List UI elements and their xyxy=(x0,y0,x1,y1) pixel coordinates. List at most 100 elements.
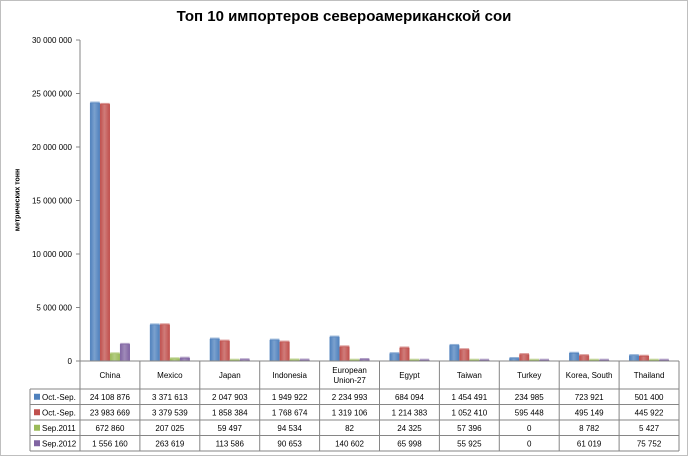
bar xyxy=(89,102,100,362)
data-label: 263 619 xyxy=(155,439,184,448)
x-tick-label: European Union-27 xyxy=(332,366,367,385)
data-label: 1 949 922 xyxy=(272,393,308,402)
bar-top xyxy=(359,357,370,360)
data-label: 1 319 106 xyxy=(332,408,368,417)
data-label: 1 214 383 xyxy=(392,408,428,417)
bar xyxy=(579,355,590,362)
bar-top xyxy=(150,323,160,325)
legend-key xyxy=(34,409,40,416)
bar xyxy=(519,354,530,362)
y-tick-label: 15 000 000 xyxy=(32,197,73,206)
bar-top xyxy=(459,348,470,350)
x-tick-label: Thailand xyxy=(634,371,665,380)
data-label: 57 396 xyxy=(457,424,482,433)
bar xyxy=(219,340,230,362)
bar xyxy=(159,324,170,362)
bar-top xyxy=(230,358,240,361)
bar-top xyxy=(649,358,659,361)
bar-top xyxy=(419,358,430,361)
legend-key xyxy=(34,440,40,447)
bar xyxy=(99,104,110,362)
bar xyxy=(629,355,640,362)
data-label: 595 448 xyxy=(515,408,544,417)
bar xyxy=(269,339,280,362)
data-label: 140 602 xyxy=(335,439,364,448)
bar-top xyxy=(349,358,360,361)
data-label: 65 998 xyxy=(397,439,422,448)
x-tick-label: Korea, South xyxy=(566,371,613,380)
data-label: 1 858 384 xyxy=(212,408,248,417)
y-tick-label: 20 000 000 xyxy=(32,143,73,152)
bar xyxy=(399,347,410,362)
bar-top xyxy=(589,358,599,361)
data-label: 90 653 xyxy=(277,439,302,448)
bar-top xyxy=(160,323,170,325)
x-tick-label: Egypt xyxy=(399,371,420,380)
bar-top xyxy=(659,358,669,361)
data-label: 3 371 613 xyxy=(152,393,188,402)
x-tick-label: China xyxy=(99,371,120,380)
bar-top xyxy=(539,358,549,361)
data-label: 0 xyxy=(527,439,532,448)
data-label: 723 921 xyxy=(575,393,604,402)
x-tick-label: Mexico xyxy=(157,371,183,380)
bar xyxy=(639,355,650,362)
data-label: 445 922 xyxy=(635,408,664,417)
bar-top xyxy=(599,358,609,361)
y-tick-label: 0 xyxy=(68,357,73,366)
data-label: 3 379 539 xyxy=(152,408,188,417)
bar-top xyxy=(529,358,539,361)
bar-top xyxy=(100,102,110,105)
data-label: 1 768 674 xyxy=(272,408,308,417)
bar-top xyxy=(409,358,420,361)
bar-top xyxy=(469,358,480,361)
bar-top xyxy=(449,343,460,346)
x-tick-label: Indonesia xyxy=(272,371,307,380)
bar xyxy=(339,346,350,362)
legend-label: Sep.2011 xyxy=(42,424,76,433)
bar-top xyxy=(240,358,250,360)
data-label: 684 094 xyxy=(395,393,424,402)
bar-top xyxy=(579,354,589,356)
legend-key xyxy=(34,424,40,431)
data-label: 672 860 xyxy=(95,424,124,433)
bar xyxy=(279,341,290,362)
x-tick-label: Turkey xyxy=(517,371,541,380)
bar xyxy=(149,324,160,362)
data-label: 75 752 xyxy=(637,439,662,448)
bar-top xyxy=(509,356,519,359)
data-label: 1 454 491 xyxy=(452,393,488,402)
y-tick-label: 25 000 000 xyxy=(32,90,73,99)
data-label: 2 234 993 xyxy=(332,393,368,402)
y-tick-label: 5 000 000 xyxy=(36,304,72,313)
bar-top xyxy=(629,354,639,356)
bar-top xyxy=(110,352,120,354)
bar-top xyxy=(479,358,490,361)
data-label: 1 052 410 xyxy=(452,408,488,417)
data-label: 5 427 xyxy=(639,424,660,433)
legend-label: Oct.-Sep. xyxy=(42,408,76,417)
bar-top xyxy=(389,352,400,354)
data-label: 501 400 xyxy=(635,393,664,402)
bar-top xyxy=(120,342,130,345)
bar-top xyxy=(569,351,579,354)
data-label: 55 925 xyxy=(457,439,482,448)
data-label: 24 108 876 xyxy=(90,393,131,402)
data-label: 495 149 xyxy=(575,408,604,417)
data-label: 207 025 xyxy=(155,424,184,433)
data-label: 24 325 xyxy=(397,424,422,433)
bar xyxy=(209,338,220,362)
data-label: 1 556 160 xyxy=(92,439,128,448)
data-label: 2 047 903 xyxy=(212,393,248,402)
data-label: 0 xyxy=(527,424,532,433)
y-tick-label: 10 000 000 xyxy=(32,250,73,259)
x-tick-label: Japan xyxy=(219,371,241,380)
legend-key xyxy=(34,393,40,400)
data-label: 94 534 xyxy=(277,424,302,433)
y-tick-label: 30 000 000 xyxy=(32,36,73,45)
bar-top xyxy=(170,357,180,359)
bar-top xyxy=(90,101,100,104)
bar-top xyxy=(180,356,190,359)
bar-top xyxy=(220,339,230,342)
